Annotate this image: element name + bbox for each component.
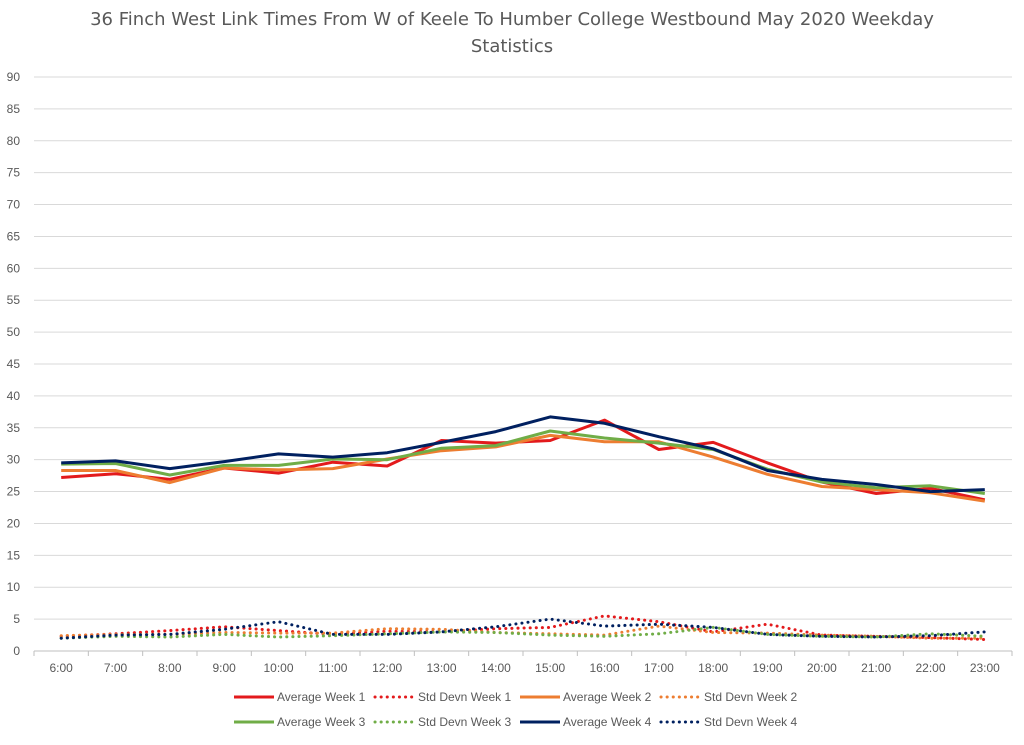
x-tick-label: 10:00	[263, 661, 293, 675]
legend-label: Std Devn Week 2	[704, 690, 797, 704]
y-tick-label: 80	[7, 134, 21, 148]
chart-title-line-2: Statistics	[470, 36, 554, 57]
legend-label: Std Devn Week 3	[418, 715, 511, 729]
series-line-average-week-3	[61, 429, 986, 495]
y-tick-label: 55	[7, 293, 21, 307]
y-tick-label: 60	[7, 261, 21, 275]
x-tick-label: 13:00	[426, 661, 456, 675]
y-tick-label: 30	[7, 453, 21, 467]
y-tick-label: 20	[7, 516, 21, 530]
x-tick-label: 8:00	[158, 661, 182, 675]
y-tick-label: 35	[7, 421, 21, 435]
y-tick-label: 15	[7, 548, 21, 562]
y-tick-label: 45	[7, 357, 21, 371]
legend-label: Std Devn Week 4	[704, 715, 797, 729]
chart-title: 36 Finch West Link Times From W of Keele…	[0, 6, 1024, 60]
y-tick-label: 25	[7, 485, 21, 499]
x-tick-label: 19:00	[752, 661, 782, 675]
legend-label: Average Week 1	[277, 690, 366, 704]
x-tick-label: 20:00	[807, 661, 837, 675]
y-tick-label: 90	[7, 70, 21, 84]
legend-label: Average Week 3	[277, 715, 366, 729]
x-tick-label: 17:00	[644, 661, 674, 675]
x-tick-label: 9:00	[212, 661, 236, 675]
x-tick-label: 18:00	[698, 661, 728, 675]
y-tick-label: 5	[13, 612, 20, 626]
y-tick-label: 85	[7, 102, 21, 116]
series-line-std-devn-week-3	[59, 625, 987, 640]
legend-label: Average Week 4	[563, 715, 652, 729]
x-tick-label: 22:00	[915, 661, 945, 675]
y-tick-label: 40	[7, 389, 21, 403]
y-tick-label: 70	[7, 198, 21, 212]
x-tick-label: 23:00	[970, 661, 1000, 675]
series-line-std-devn-week-4	[59, 617, 987, 640]
x-tick-label: 7:00	[104, 661, 128, 675]
legend-label: Average Week 2	[563, 690, 652, 704]
series-line-average-week-4	[61, 415, 985, 494]
x-tick-label: 21:00	[861, 661, 891, 675]
x-tick-label: 11:00	[318, 661, 347, 675]
y-tick-label: 75	[7, 166, 21, 180]
y-tick-label: 50	[7, 325, 21, 339]
series-line-average-week-2	[61, 433, 986, 503]
y-tick-label: 0	[13, 644, 20, 658]
x-tick-label: 15:00	[535, 661, 565, 675]
y-tick-label: 65	[7, 229, 21, 243]
chart-title-line-1: 36 Finch West Link Times From W of Keele…	[90, 9, 934, 30]
x-tick-label: 6:00	[49, 661, 73, 675]
x-tick-label: 16:00	[589, 661, 619, 675]
legend-label: Std Devn Week 1	[418, 690, 511, 704]
x-tick-label: 14:00	[481, 661, 511, 675]
series-line-std-devn-week-2	[59, 624, 987, 640]
x-tick-label: 12:00	[372, 661, 402, 675]
y-tick-label: 10	[7, 580, 21, 594]
